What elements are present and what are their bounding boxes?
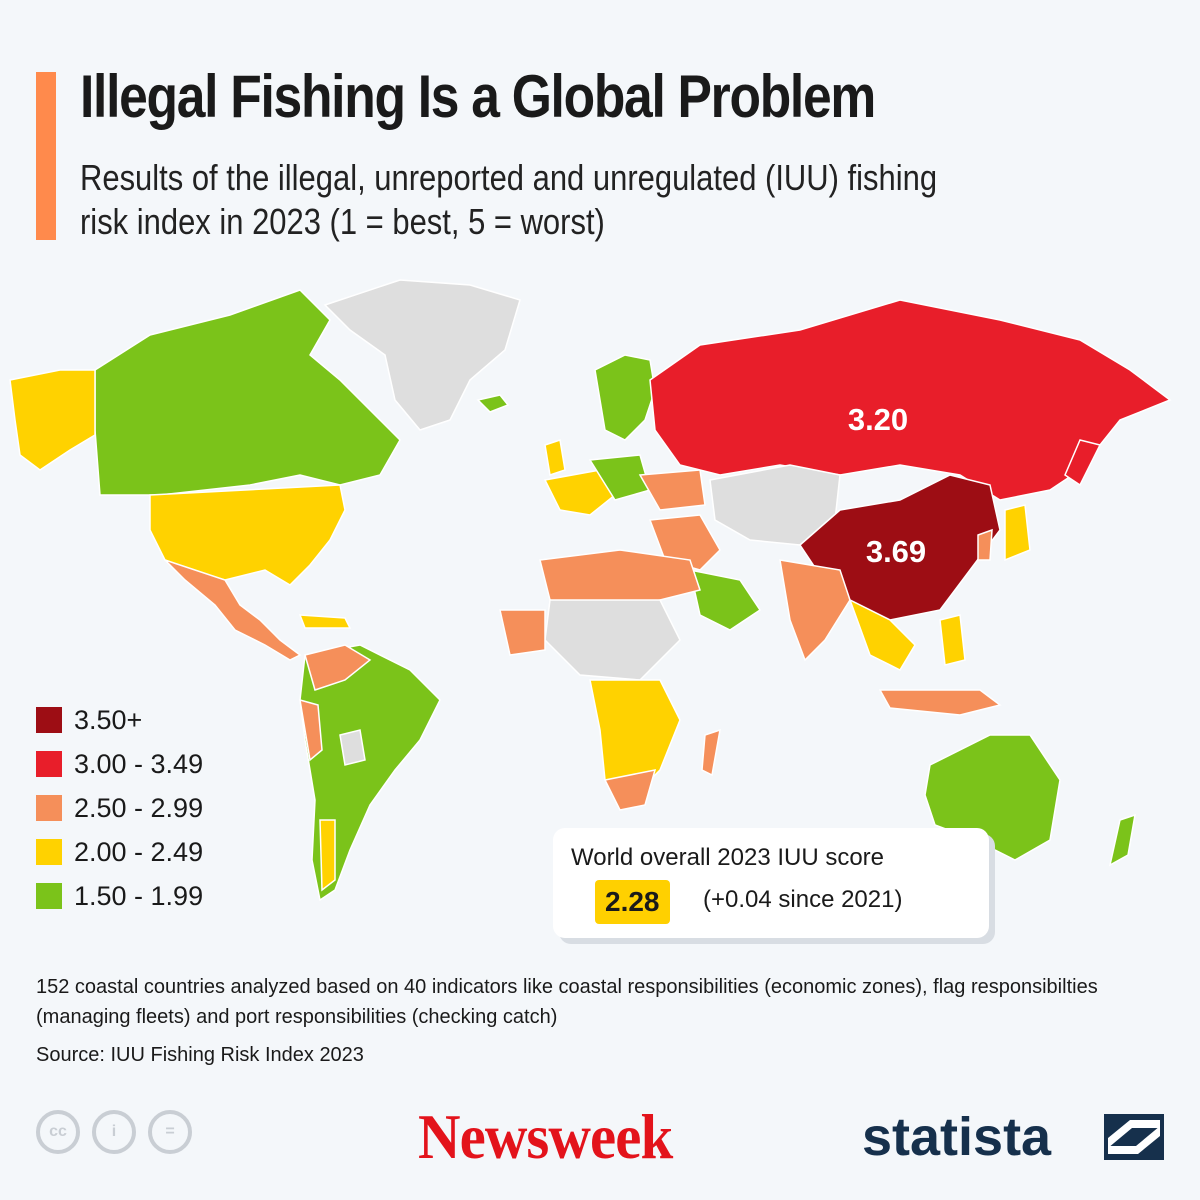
region-europe-east	[638, 469, 706, 511]
no-derivatives-icon[interactable]: =	[148, 1110, 192, 1154]
legend-label: 3.50+	[74, 704, 143, 735]
legend-swatch	[36, 707, 62, 733]
title-accent-bar	[36, 72, 56, 240]
map-legend: 3.50+ 3.00 - 3.49 2.50 - 2.99 2.00 - 2.4…	[36, 698, 203, 918]
region-kamchatka	[1064, 439, 1102, 487]
region-indonesia	[878, 689, 1002, 716]
world-score-change: (+0.04 since 2021)	[703, 886, 903, 913]
region-sa-west	[299, 698, 323, 762]
legend-label: 3.00 - 3.49	[74, 748, 204, 779]
region-sa-south	[319, 819, 336, 892]
region-southeast-asia	[848, 598, 916, 671]
region-korea	[977, 528, 993, 561]
region-philippines	[939, 614, 966, 666]
region-mexico	[164, 559, 302, 661]
region-europe-west	[543, 469, 616, 516]
region-new-zealand	[1108, 813, 1136, 867]
region-usa	[149, 484, 346, 586]
region-sa-nodata	[339, 729, 366, 766]
region-sa-north	[304, 644, 372, 691]
newsweek-logo[interactable]: Newsweek	[418, 1101, 673, 1172]
legend-item-200: 2.00 - 2.49	[36, 830, 203, 874]
world-map: 3.20 3.69	[9, 279, 1172, 902]
region-arabia	[689, 569, 762, 631]
region-canada	[94, 289, 401, 496]
legend-label: 2.50 - 2.99	[74, 792, 204, 823]
region-caribbean	[298, 614, 352, 629]
page-title: Illegal Fishing Is a Global Problem	[80, 63, 876, 130]
legend-swatch	[36, 795, 62, 821]
statista-logo-icon	[1104, 1114, 1164, 1160]
region-africa-nodata	[544, 599, 681, 681]
legend-item-150: 1.50 - 1.99	[36, 874, 203, 918]
region-madagascar	[701, 728, 721, 777]
region-west-africa	[499, 609, 546, 656]
attribution-icon[interactable]: i	[92, 1110, 136, 1154]
statista-logo[interactable]: statista	[862, 1107, 1052, 1167]
legend-label: 1.50 - 1.99	[74, 880, 204, 911]
legend-label: 2.00 - 2.49	[74, 836, 204, 867]
legend-swatch	[36, 883, 62, 909]
legend-item-250: 2.50 - 2.99	[36, 786, 203, 830]
region-japan	[1004, 504, 1031, 562]
source-note: Source: IUU Fishing Risk Index 2023	[36, 1044, 364, 1066]
legend-swatch	[36, 751, 62, 777]
label-russia: 3.20	[848, 402, 908, 437]
region-india	[779, 559, 851, 662]
region-alaska	[9, 369, 96, 471]
license-icons: cc i =	[36, 1110, 192, 1154]
world-score-value: 2.28	[595, 880, 670, 924]
region-greenland	[323, 279, 521, 431]
region-iceland	[476, 394, 510, 413]
region-south-africa	[603, 769, 657, 811]
page-subtitle: Results of the illegal, unreported and u…	[80, 157, 938, 242]
world-score-title: World overall 2023 IUU score	[571, 844, 885, 871]
region-russia	[649, 299, 1172, 501]
legend-item-350: 3.50+	[36, 698, 203, 742]
legend-swatch	[36, 839, 62, 865]
world-score-box: World overall 2023 IUU score 2.28 (+0.04…	[553, 828, 989, 938]
methodology-note: 152 coastal countries analyzed based on …	[36, 976, 1098, 1028]
label-china: 3.69	[866, 534, 926, 569]
region-scandinavia	[594, 354, 656, 441]
region-uk	[544, 439, 566, 476]
cc-icon[interactable]: cc	[36, 1110, 80, 1154]
legend-item-300: 3.00 - 3.49	[36, 742, 203, 786]
